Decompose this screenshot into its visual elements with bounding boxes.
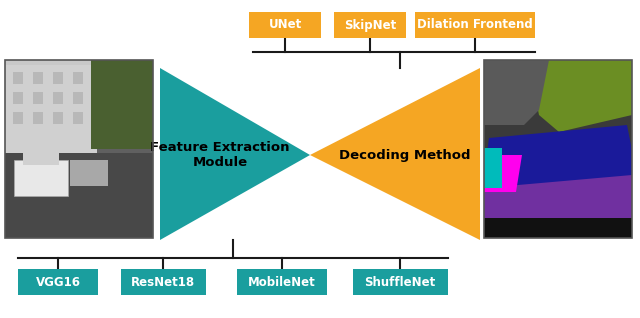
FancyBboxPatch shape <box>53 72 63 84</box>
FancyBboxPatch shape <box>5 65 97 157</box>
Text: Dilation Frontend: Dilation Frontend <box>417 18 533 31</box>
Polygon shape <box>484 60 549 125</box>
FancyBboxPatch shape <box>73 92 83 104</box>
FancyBboxPatch shape <box>33 92 43 104</box>
FancyBboxPatch shape <box>33 112 43 124</box>
FancyBboxPatch shape <box>73 72 83 84</box>
FancyBboxPatch shape <box>23 150 59 164</box>
FancyBboxPatch shape <box>484 148 502 188</box>
Polygon shape <box>160 68 310 240</box>
FancyBboxPatch shape <box>91 60 153 149</box>
FancyBboxPatch shape <box>14 160 68 196</box>
FancyBboxPatch shape <box>334 12 406 38</box>
FancyBboxPatch shape <box>33 72 43 84</box>
Text: VGG16: VGG16 <box>35 275 81 288</box>
FancyBboxPatch shape <box>13 112 23 124</box>
FancyBboxPatch shape <box>53 92 63 104</box>
FancyBboxPatch shape <box>73 112 83 124</box>
FancyBboxPatch shape <box>5 60 153 238</box>
FancyBboxPatch shape <box>53 112 63 124</box>
Text: UNet: UNet <box>268 18 301 31</box>
Polygon shape <box>484 155 522 192</box>
FancyBboxPatch shape <box>237 269 327 295</box>
Text: ResNet18: ResNet18 <box>131 275 195 288</box>
FancyBboxPatch shape <box>484 60 632 238</box>
Text: Feature Extraction
Module: Feature Extraction Module <box>150 141 290 169</box>
FancyBboxPatch shape <box>70 160 108 186</box>
FancyBboxPatch shape <box>249 12 321 38</box>
FancyBboxPatch shape <box>5 153 153 238</box>
FancyBboxPatch shape <box>5 60 153 135</box>
Polygon shape <box>534 60 632 132</box>
FancyBboxPatch shape <box>120 269 205 295</box>
Text: Decoding Method: Decoding Method <box>339 149 471 162</box>
Text: MobileNet: MobileNet <box>248 275 316 288</box>
FancyBboxPatch shape <box>353 269 447 295</box>
FancyBboxPatch shape <box>18 269 98 295</box>
Polygon shape <box>484 125 632 188</box>
Text: SkipNet: SkipNet <box>344 18 396 31</box>
Text: ShuffleNet: ShuffleNet <box>364 275 436 288</box>
Polygon shape <box>310 68 480 240</box>
FancyBboxPatch shape <box>484 218 632 238</box>
Polygon shape <box>484 175 632 223</box>
FancyBboxPatch shape <box>415 12 535 38</box>
FancyBboxPatch shape <box>13 72 23 84</box>
FancyBboxPatch shape <box>13 92 23 104</box>
